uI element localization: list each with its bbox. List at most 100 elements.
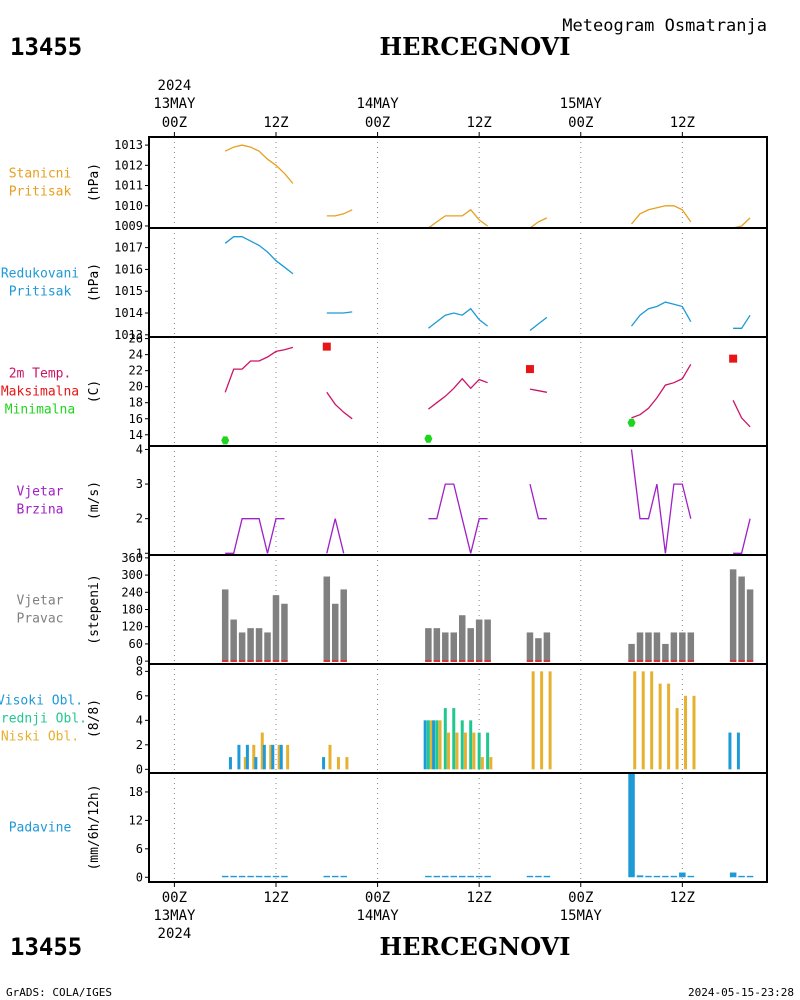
day-label: 13MAY xyxy=(153,908,196,924)
cloud-bar-low xyxy=(252,744,256,770)
panel-label: Srednji Obl. xyxy=(0,712,87,727)
bar xyxy=(238,875,246,878)
series-1 xyxy=(224,144,751,228)
bar xyxy=(247,628,254,662)
panel-frame xyxy=(148,336,768,447)
y-tick-label: 14 xyxy=(129,428,143,442)
panel-2: 1013 1014 1015 1016 1017 (hPa) Redukovani Priti… xyxy=(1,227,768,342)
bar xyxy=(450,875,458,878)
cloud-bar-high xyxy=(322,757,326,770)
cloud-bar-low xyxy=(667,683,671,770)
cloud-bar-low xyxy=(286,744,290,770)
series-line xyxy=(428,377,488,410)
panel-frame xyxy=(148,772,768,883)
bar xyxy=(645,632,652,662)
bar xyxy=(636,632,644,662)
cloud-bar-high xyxy=(736,732,740,770)
tmin-marker xyxy=(424,434,433,443)
series-line xyxy=(732,400,751,428)
series-line xyxy=(529,483,547,520)
cloud-bar-low xyxy=(260,732,264,770)
series-line xyxy=(326,311,353,314)
bar xyxy=(628,643,635,662)
bar xyxy=(264,632,271,662)
series-line xyxy=(326,391,353,420)
hour-label: 12Z xyxy=(670,890,695,906)
bar xyxy=(526,632,534,662)
bar xyxy=(662,875,669,878)
tmin-marker xyxy=(627,418,636,427)
hour-label: 12Z xyxy=(467,890,492,906)
y-tick-label: 6 xyxy=(136,689,143,703)
bar xyxy=(526,875,534,878)
hour-label: 12Z xyxy=(670,115,695,131)
bar xyxy=(636,875,644,878)
bar xyxy=(340,589,347,662)
series-line xyxy=(630,301,692,327)
panel-5: 0 60 120 180 240 300 360 (stepeni) Vjetar Pravac xyxy=(17,551,768,668)
day-label: 14MAY xyxy=(356,96,399,112)
series-line xyxy=(224,236,294,275)
bar xyxy=(645,875,652,878)
bar xyxy=(264,875,271,878)
cloud-bar-mid xyxy=(426,720,430,770)
cloud-bar-low xyxy=(438,720,442,770)
y-tick-label: 20 xyxy=(129,380,143,394)
cloud-bar-low xyxy=(430,720,434,770)
cloud-bar-low xyxy=(447,732,451,770)
bar xyxy=(467,628,474,662)
y-tick-label: 60 xyxy=(129,637,143,651)
panel-label: Pritisak xyxy=(9,185,72,200)
y-tick-label: 6 xyxy=(136,842,143,856)
series-2 xyxy=(224,236,751,332)
panel-frame xyxy=(148,227,768,338)
cloud-bar-high xyxy=(423,720,427,770)
cloud-bar-high xyxy=(262,744,266,770)
panel-1: 1009 1010 1011 1012 1013 (hPa) Stanicni Pritisa… xyxy=(9,136,768,233)
bar xyxy=(746,589,754,662)
bar xyxy=(272,875,280,878)
cloud-bar-high xyxy=(254,757,258,770)
series-line xyxy=(225,518,285,554)
bar xyxy=(221,589,229,662)
cloud-bar-mid xyxy=(452,708,456,770)
series-line xyxy=(428,208,488,228)
cloud-bar-high xyxy=(279,744,283,770)
station-id-top: 13455 xyxy=(10,33,82,61)
y-tick-label: 26 xyxy=(129,332,143,346)
y-tick-label: 1015 xyxy=(114,284,143,298)
bar xyxy=(221,875,229,878)
y-tick-label: 22 xyxy=(129,364,143,378)
cloud-bar-low xyxy=(269,744,273,770)
bar xyxy=(425,875,432,878)
y-tick-label: 18 xyxy=(129,396,143,410)
cloud-bar-mid xyxy=(443,708,447,770)
footer-timestamp: 2024-05-15-23:28 xyxy=(688,986,794,999)
bar xyxy=(475,619,483,662)
y-tick-label: 16 xyxy=(129,412,143,426)
bar xyxy=(738,576,745,662)
bar xyxy=(238,632,246,662)
cloud-bar-high xyxy=(237,744,241,770)
year-label: 2024 xyxy=(158,78,192,94)
bar xyxy=(729,872,737,878)
bar xyxy=(535,875,542,878)
cloud-bar-high xyxy=(271,744,275,770)
series-line xyxy=(529,217,548,228)
y-tick-label: 120 xyxy=(121,620,143,634)
cloud-bar-mid xyxy=(486,732,490,770)
panel-label: Vjetar xyxy=(17,485,64,500)
y-tick-label: 1012 xyxy=(114,158,143,172)
series-line xyxy=(733,518,751,554)
bar xyxy=(442,632,449,662)
panels: 10091010101110121013(hPa)StanicniPritisa… xyxy=(0,136,768,884)
panel-6: 0 2 4 6 8 (8/8) Visoki Obl. Srednji Obl. Niski O… xyxy=(0,663,768,776)
bar xyxy=(543,632,551,662)
bar xyxy=(458,875,466,878)
hour-label: 00Z xyxy=(162,115,187,131)
y-tick-label: 180 xyxy=(121,603,143,617)
cloud-bar-low xyxy=(641,671,645,770)
bar xyxy=(729,569,737,662)
series-line xyxy=(428,483,488,554)
panel-label: Redukovani xyxy=(1,267,79,282)
